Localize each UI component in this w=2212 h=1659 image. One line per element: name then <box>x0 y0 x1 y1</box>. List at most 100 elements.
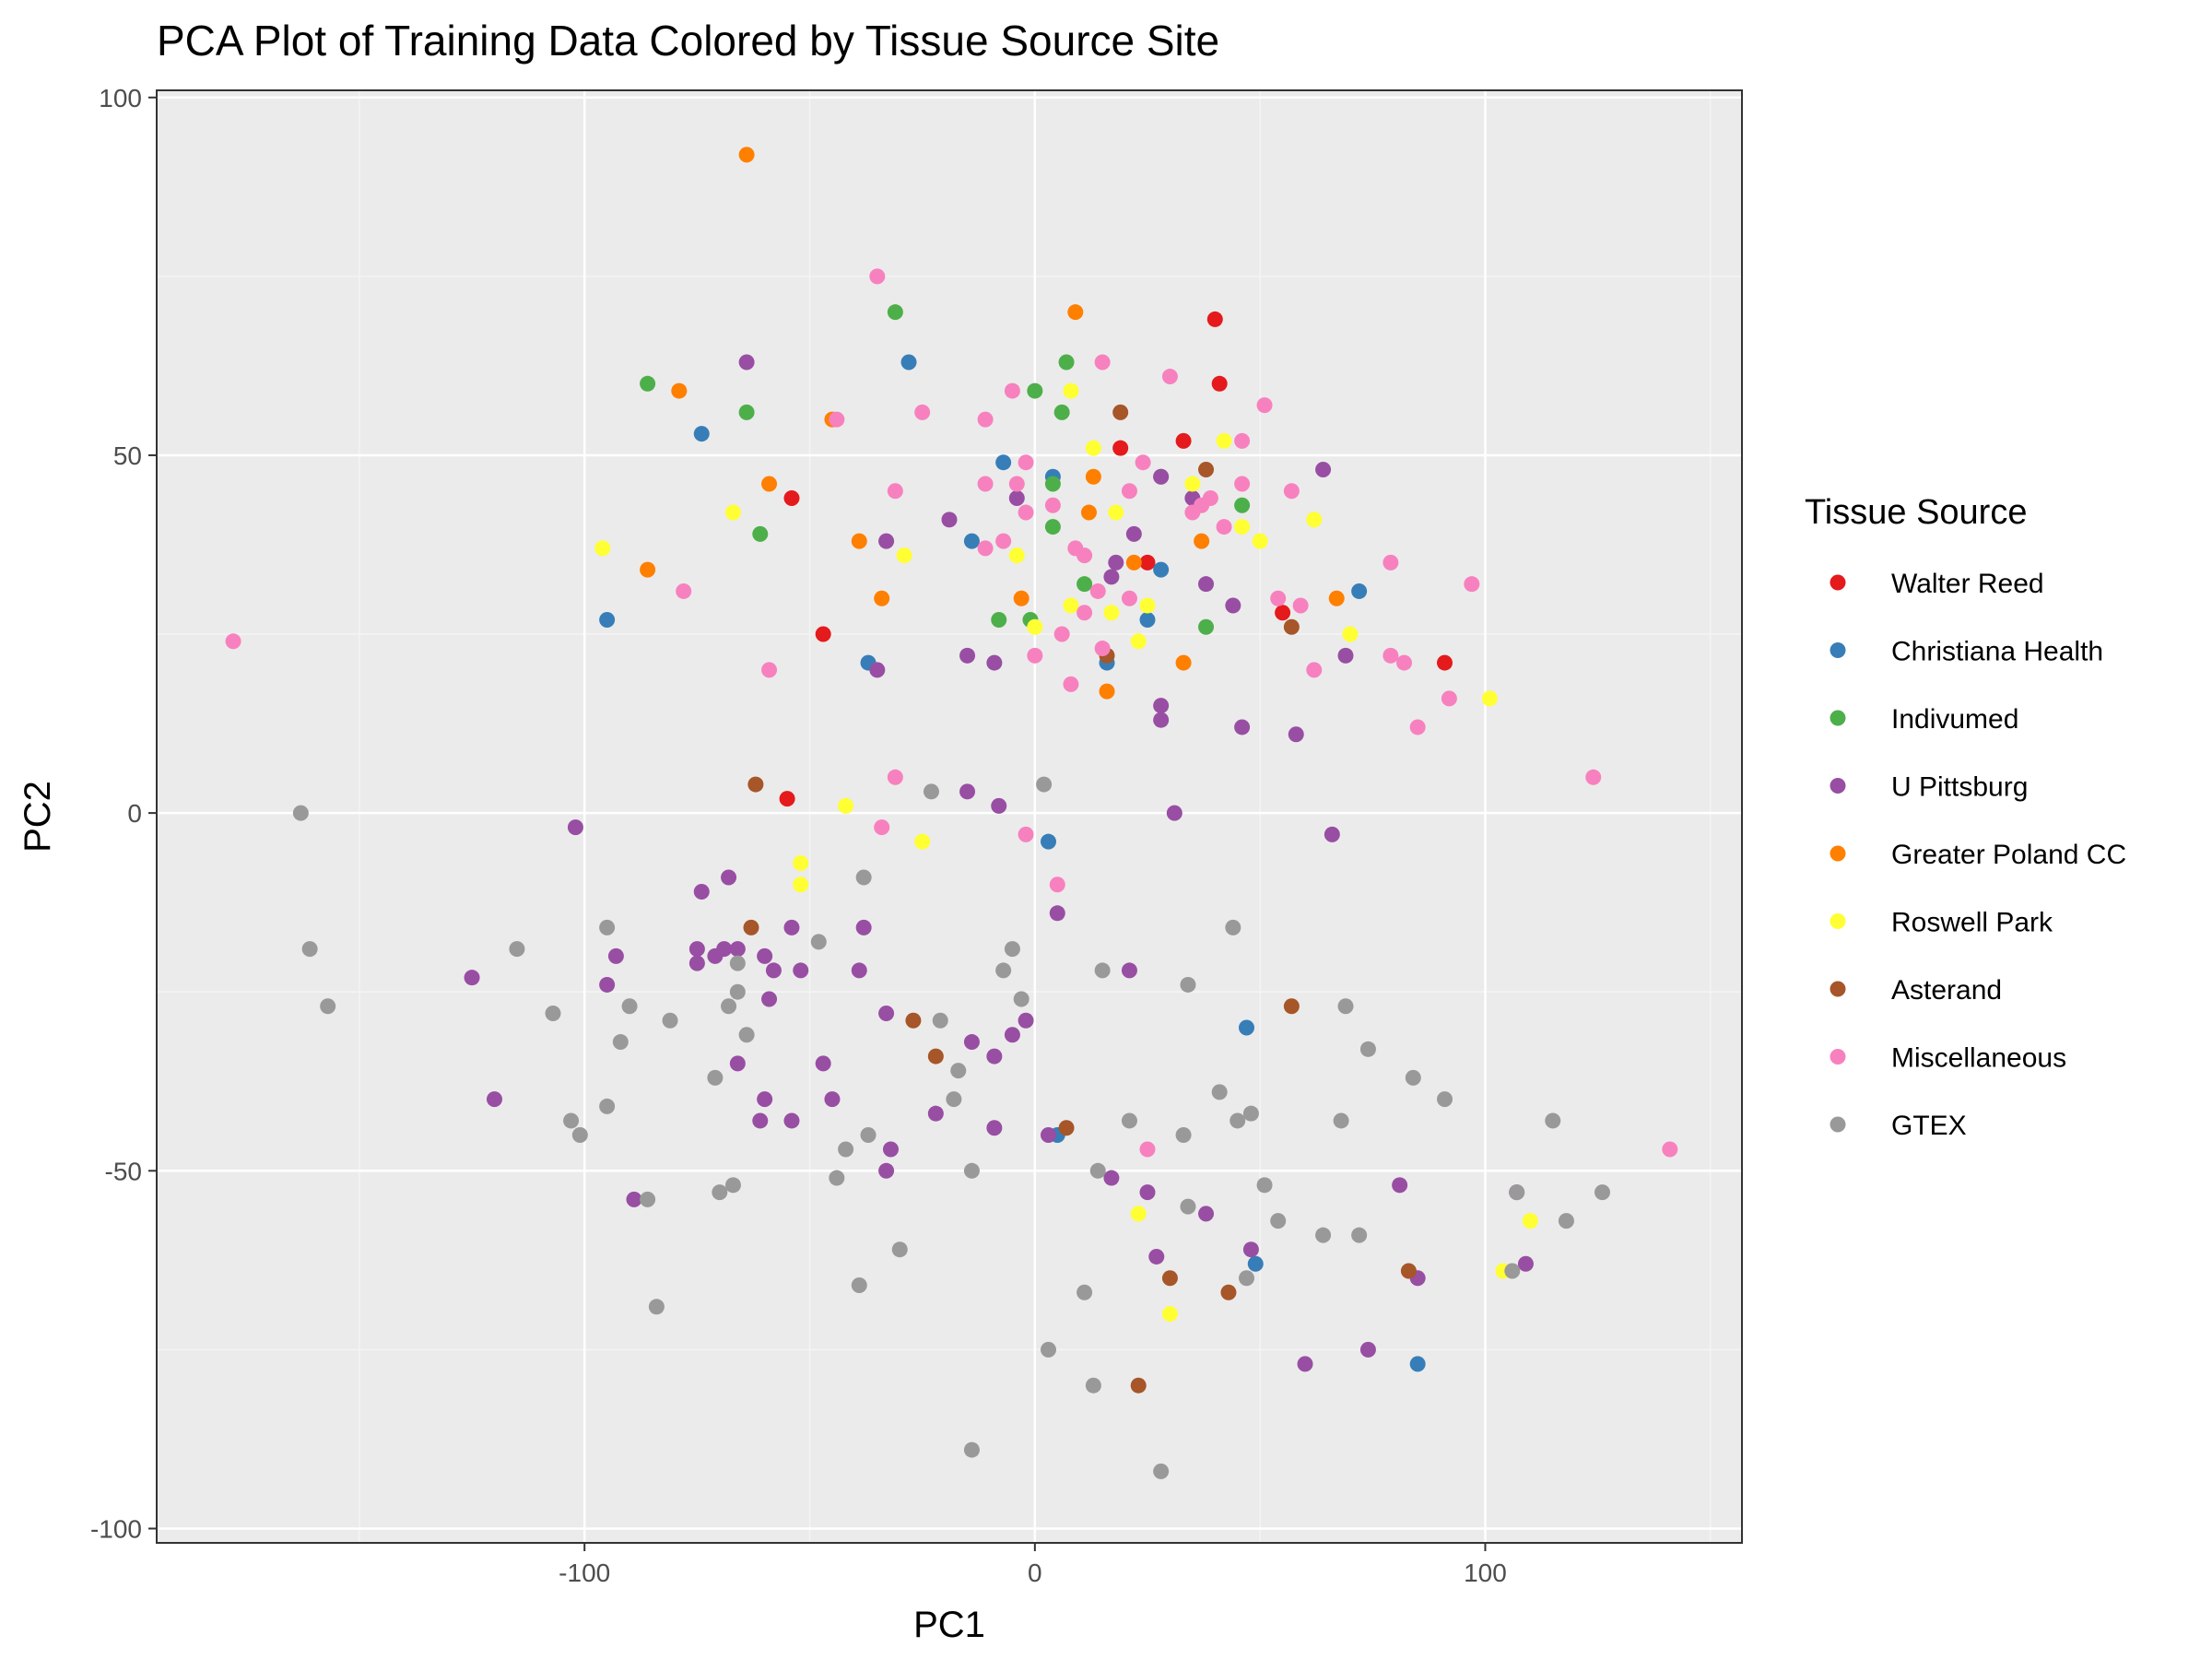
data-point-roswell-park <box>1063 597 1079 614</box>
y-tick-label: -50 <box>105 1157 142 1185</box>
data-point-u-pittsburg <box>963 1034 980 1051</box>
data-point-miscellaneous <box>977 411 994 428</box>
data-point-gtex <box>932 1012 948 1029</box>
data-point-gtex <box>995 962 1012 979</box>
data-point-gtex <box>729 983 746 1000</box>
x-tick-label: -100 <box>559 1559 610 1587</box>
data-point-miscellaneous <box>887 769 903 785</box>
data-point-miscellaneous <box>1306 662 1323 678</box>
data-point-gtex <box>1509 1184 1525 1201</box>
data-point-gtex <box>838 1141 854 1158</box>
data-point-greater-poland-cc <box>851 533 867 549</box>
data-point-gtex <box>1239 1270 1254 1287</box>
data-point-roswell-park <box>793 877 809 893</box>
minor-gridlines <box>157 90 1742 1543</box>
data-point-miscellaneous <box>1234 432 1251 449</box>
data-point-u-pittsburg <box>1234 719 1251 735</box>
data-point-u-pittsburg <box>1004 1027 1020 1043</box>
data-point-u-pittsburg <box>688 941 705 958</box>
data-point-miscellaneous <box>1089 582 1106 599</box>
data-point-asterand <box>1220 1284 1237 1300</box>
data-point-roswell-park <box>1522 1213 1538 1230</box>
x-axis-ticks: -100 0 100 <box>559 1543 1507 1587</box>
data-point-roswell-park <box>1234 519 1251 535</box>
data-point-u-pittsburg <box>878 1162 895 1179</box>
data-point-miscellaneous <box>829 411 845 428</box>
data-point-gtex <box>738 1027 755 1043</box>
data-point-indivumed <box>738 404 755 420</box>
data-point-gtex <box>1153 1463 1170 1479</box>
x-tick-label: 0 <box>1028 1559 1042 1587</box>
data-point-roswell-park <box>1008 547 1025 564</box>
data-point-u-pittsburg <box>959 647 976 664</box>
data-point-gtex <box>946 1091 962 1108</box>
data-point-miscellaneous <box>1053 626 1070 642</box>
data-point-u-pittsburg <box>1041 1126 1056 1143</box>
data-point-u-pittsburg <box>986 1048 1003 1065</box>
data-point-gtex <box>829 1170 845 1186</box>
data-point-walter-reed <box>1139 554 1156 571</box>
data-point-u-pittsburg <box>1337 647 1354 664</box>
data-point-gtex <box>1004 941 1020 958</box>
data-point-miscellaneous <box>1234 476 1251 492</box>
data-point-u-pittsburg <box>941 512 958 528</box>
data-point-greater-poland-cc <box>1175 654 1192 671</box>
data-point-christiana-health <box>1247 1255 1264 1272</box>
data-point-miscellaneous <box>1004 382 1020 399</box>
data-point-miscellaneous <box>1094 354 1111 371</box>
data-point-miscellaneous <box>1077 605 1093 621</box>
data-point-gtex <box>855 869 872 886</box>
legend-key-indivumed <box>1830 710 1846 726</box>
data-point-christiana-health <box>995 454 1012 471</box>
data-point-roswell-park <box>1063 382 1079 399</box>
data-point-gtex <box>292 805 309 821</box>
data-point-u-pittsburg <box>486 1091 502 1108</box>
data-point-gtex <box>1013 991 1030 1007</box>
data-point-gtex <box>963 1441 980 1458</box>
data-point-u-pittsburg <box>599 976 616 993</box>
data-point-christiana-health <box>963 533 980 549</box>
data-point-miscellaneous <box>1283 483 1300 500</box>
data-point-gtex <box>612 1034 629 1051</box>
data-point-gtex <box>1180 1198 1196 1215</box>
data-point-greater-poland-cc <box>1085 468 1101 485</box>
data-point-u-pittsburg <box>1153 698 1170 714</box>
legend-title: Tissue Source <box>1805 493 2027 532</box>
data-point-walter-reed <box>1211 375 1228 392</box>
data-point-indivumed <box>1077 576 1093 593</box>
data-point-walter-reed <box>1206 311 1223 327</box>
data-point-u-pittsburg <box>626 1191 642 1207</box>
data-point-gtex <box>1230 1112 1246 1129</box>
data-point-gtex <box>1077 1284 1093 1300</box>
data-point-miscellaneous <box>1121 483 1137 500</box>
data-point-indivumed <box>1234 497 1251 513</box>
data-point-u-pittsburg <box>1517 1255 1534 1272</box>
y-tick-label: 50 <box>113 441 142 470</box>
data-point-u-pittsburg <box>855 919 872 935</box>
data-point-u-pittsburg <box>721 869 737 886</box>
data-point-christiana-health <box>599 612 616 629</box>
data-point-gtex <box>1089 1162 1106 1179</box>
legend-key-gtex <box>1830 1116 1846 1133</box>
data-point-walter-reed <box>815 626 831 642</box>
data-point-u-pittsburg <box>729 941 746 958</box>
data-point-walter-reed <box>1112 440 1129 456</box>
data-point-miscellaneous <box>1256 397 1273 414</box>
data-point-gtex <box>891 1241 908 1258</box>
data-point-christiana-health <box>1041 833 1056 850</box>
data-point-asterand <box>1198 461 1215 477</box>
legend-label-asterand: Asterand <box>1891 975 2002 1006</box>
data-point-gtex <box>712 1184 728 1201</box>
data-point-asterand <box>927 1048 944 1065</box>
data-point-u-pittsburg <box>824 1091 841 1108</box>
data-point-roswell-park <box>914 833 931 850</box>
data-point-indivumed <box>1027 382 1043 399</box>
data-point-gtex <box>1351 1227 1368 1243</box>
data-point-asterand <box>1161 1270 1178 1287</box>
data-point-gtex <box>599 1098 616 1114</box>
data-point-roswell-park <box>1184 476 1201 492</box>
data-point-u-pittsburg <box>1359 1341 1376 1358</box>
data-point-miscellaneous <box>1044 497 1061 513</box>
data-point-asterand <box>1130 1377 1147 1394</box>
